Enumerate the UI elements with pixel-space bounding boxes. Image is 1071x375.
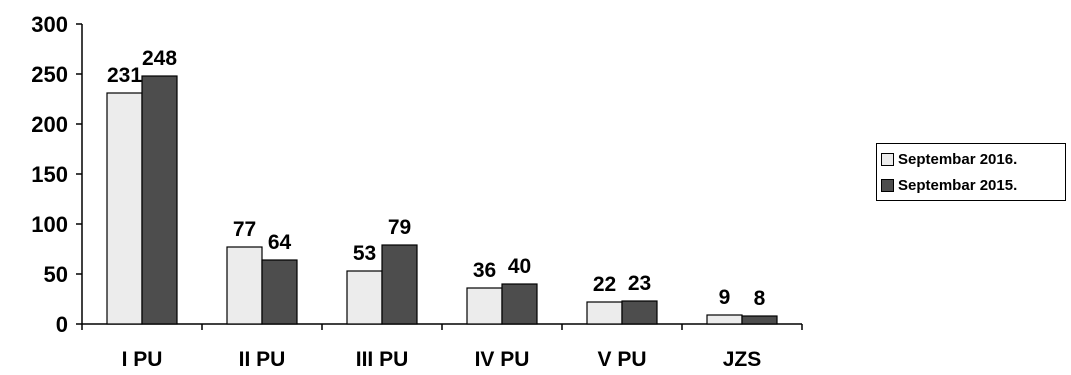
data-label-series-2: 64 <box>268 231 292 254</box>
data-label-series-2: 40 <box>508 255 531 278</box>
data-label-series-1: 9 <box>719 286 731 309</box>
bar-series-2 <box>381 244 418 325</box>
bar-series-1 <box>706 314 743 325</box>
bar-series-1 <box>466 287 503 325</box>
bar-series-1 <box>346 270 383 325</box>
bar-series-2 <box>141 75 178 325</box>
x-axis: I PU II PU III PU IV PU V PU JZS <box>81 323 803 371</box>
data-label-series-2: 79 <box>388 216 411 239</box>
data-label-series-2: 8 <box>754 287 766 310</box>
data-label-series-1: 231 <box>107 64 142 87</box>
x-tick-label: III PU <box>356 348 409 371</box>
legend-swatch-series-2 <box>881 178 894 192</box>
legend-label-series-1: Septembar 2016. <box>898 150 1018 168</box>
bars <box>106 75 778 325</box>
legend: Septembar 2016. Septembar 2015. <box>876 143 1066 201</box>
x-tick-label: IV PU <box>475 348 530 371</box>
data-label-series-1: 77 <box>233 218 256 241</box>
y-axis: 0 50 100 150 200 250 300 <box>31 12 83 337</box>
bar-series-2 <box>501 283 538 325</box>
y-tick-label: 150 <box>31 162 68 187</box>
bar-series-2 <box>621 300 658 325</box>
bar-series-1 <box>106 92 143 325</box>
x-tick-label: V PU <box>597 348 646 371</box>
legend-swatch-series-1 <box>881 152 894 166</box>
data-label-series-1: 22 <box>593 273 616 296</box>
y-tick-label: 200 <box>31 112 68 137</box>
legend-item-series-1: Septembar 2016. <box>881 150 1017 168</box>
y-tick-label: 100 <box>31 212 68 237</box>
legend-label-series-2: Septembar 2015. <box>898 176 1018 194</box>
y-tick-label: 250 <box>31 62 68 87</box>
x-tick-label: I PU <box>122 348 163 371</box>
y-tick-label: 300 <box>31 12 68 37</box>
data-label-series-1: 53 <box>353 242 376 265</box>
x-tick-label: JZS <box>723 348 762 371</box>
bar-series-2 <box>741 315 778 325</box>
bar-series-1 <box>226 246 263 325</box>
y-tick-label: 0 <box>56 312 68 337</box>
y-tick-label: 50 <box>44 262 68 287</box>
bar-series-1 <box>586 301 623 325</box>
bar-chart: 0 50 100 150 200 250 300 I PU II PU III PU IV PU V… <box>31 12 803 371</box>
legend-item-series-2: Septembar 2015. <box>881 176 1017 194</box>
data-label-series-2: 23 <box>628 272 651 295</box>
data-label-series-1: 36 <box>473 259 496 282</box>
x-tick-label: II PU <box>239 348 286 371</box>
bar-series-2 <box>261 259 298 325</box>
data-label-series-2: 248 <box>142 47 177 70</box>
